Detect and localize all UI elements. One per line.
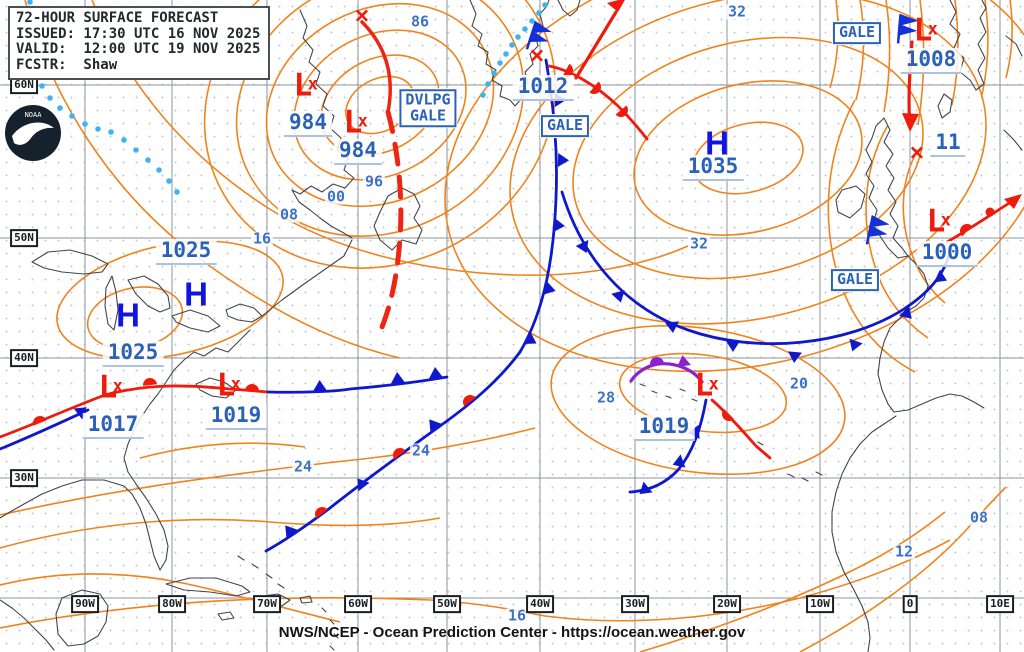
hazard-label: GALE xyxy=(838,23,876,42)
lon-label-60W: 60W xyxy=(344,595,372,613)
isobar-value-label: 96 xyxy=(362,172,386,191)
lon-label-10W: 10W xyxy=(806,595,834,613)
lon-label-10E: 10E xyxy=(986,595,1014,613)
noaa-logo: NOAA xyxy=(5,105,61,161)
lon-label-0: 0 xyxy=(902,595,918,613)
pressure-value-label: 1000 xyxy=(916,241,978,267)
header-valid: VALID: 12:00 UTC 19 NOV 2025 xyxy=(16,41,261,58)
pressure-value-label: 1035 xyxy=(682,155,744,181)
low-center-mark: x xyxy=(112,376,123,397)
storm-wind-barb-icon xyxy=(525,20,552,50)
isobar-value-label: 28 xyxy=(594,388,618,407)
hazard-label: GALE xyxy=(546,116,584,135)
storm-wind-symbol xyxy=(859,214,892,257)
low-center-mark: x xyxy=(708,374,719,395)
pressure-value-label: 11 xyxy=(930,131,966,157)
header-title: 72-HOUR SURFACE FORECAST xyxy=(16,10,219,26)
pressure-value-label: 1025 xyxy=(102,341,164,367)
low-center-mark: x xyxy=(307,74,318,95)
high-pressure-symbol: H xyxy=(705,124,729,162)
forecast-position-mark: ✕ xyxy=(529,46,545,68)
isobar-value-label: 16 xyxy=(505,606,529,625)
low-center-mark: x xyxy=(230,374,241,395)
high-pressure-symbol: H xyxy=(184,275,208,313)
storm-wind-symbol xyxy=(891,13,920,53)
isobar-value-label: 86 xyxy=(408,12,432,31)
lon-label-30W: 30W xyxy=(621,595,649,613)
hazard-box-dvlpg-gale: DVLPG GALE xyxy=(399,89,457,127)
low-center-mark: x xyxy=(927,19,938,40)
isobar-value-label: 08 xyxy=(967,508,991,527)
forecast-position-mark: ✕ xyxy=(909,143,925,165)
isobar-value-label: 24 xyxy=(291,457,315,476)
lon-label-50W: 50W xyxy=(433,595,461,613)
storm-wind-symbol xyxy=(519,19,555,63)
forecast-header-box: 72-HOUR SURFACE FORECAST ISSUED: 17:30 UT… xyxy=(8,6,271,80)
pressure-value-label: 1012 xyxy=(512,75,574,101)
lon-label-20W: 20W xyxy=(713,595,741,613)
isobar-value-label: 24 xyxy=(409,441,433,460)
hazard-box-gale: GALE xyxy=(830,269,880,291)
isobar-value-label: 12 xyxy=(892,542,916,561)
noaa-logo-text: NOAA xyxy=(25,111,43,119)
isobar-value-label: 20 xyxy=(787,374,811,393)
pressure-value-label: 1019 xyxy=(205,404,267,430)
isobar-value-label: 32 xyxy=(687,234,711,253)
isobar-value-label: 08 xyxy=(277,205,301,224)
hazard-label: GALE xyxy=(409,106,447,124)
hazard-box-gale: GALE xyxy=(540,115,590,137)
lat-label-50N: 50N xyxy=(10,229,38,247)
header-forecaster: FCSTR: Shaw xyxy=(16,57,118,74)
header-issued: ISSUED: 17:30 UTC 16 NOV 2025 xyxy=(16,25,261,42)
storm-wind-barb-icon xyxy=(896,13,919,44)
hazard-label: DVLPG xyxy=(405,90,451,109)
isobar-value-label: 16 xyxy=(250,229,274,248)
isobar-value-label: 32 xyxy=(725,2,749,21)
isobar-value-label: 00 xyxy=(324,187,348,206)
pressure-value-label: 1019 xyxy=(633,415,695,441)
low-center-mark: x xyxy=(357,111,368,132)
lat-label-30N: 30N xyxy=(10,469,38,487)
lon-label-40W: 40W xyxy=(526,595,554,613)
lat-label-40N: 40N xyxy=(10,349,38,367)
hazard-box-gale: GALE xyxy=(832,22,882,44)
low-center-mark: x xyxy=(940,210,951,231)
high-pressure-symbol: H xyxy=(116,296,140,334)
lon-label-80W: 80W xyxy=(158,595,186,613)
storm-wind-barb-icon xyxy=(865,215,890,245)
pressure-value-label: 1017 xyxy=(82,413,144,439)
lon-label-70W: 70W xyxy=(253,595,281,613)
lon-label-90W: 90W xyxy=(71,595,99,613)
pressure-value-label: 1008 xyxy=(900,48,962,74)
hazard-label: GALE xyxy=(836,270,874,289)
pressure-value-label: 984 xyxy=(284,111,332,137)
pressure-value-label: 984 xyxy=(334,139,382,165)
pressure-value-label: 1025 xyxy=(155,239,217,265)
chart-caption: NWS/NCEP - Ocean Prediction Center - htt… xyxy=(278,624,746,641)
front-symbols xyxy=(33,0,1022,539)
forecast-position-mark: ✕ xyxy=(354,6,370,28)
